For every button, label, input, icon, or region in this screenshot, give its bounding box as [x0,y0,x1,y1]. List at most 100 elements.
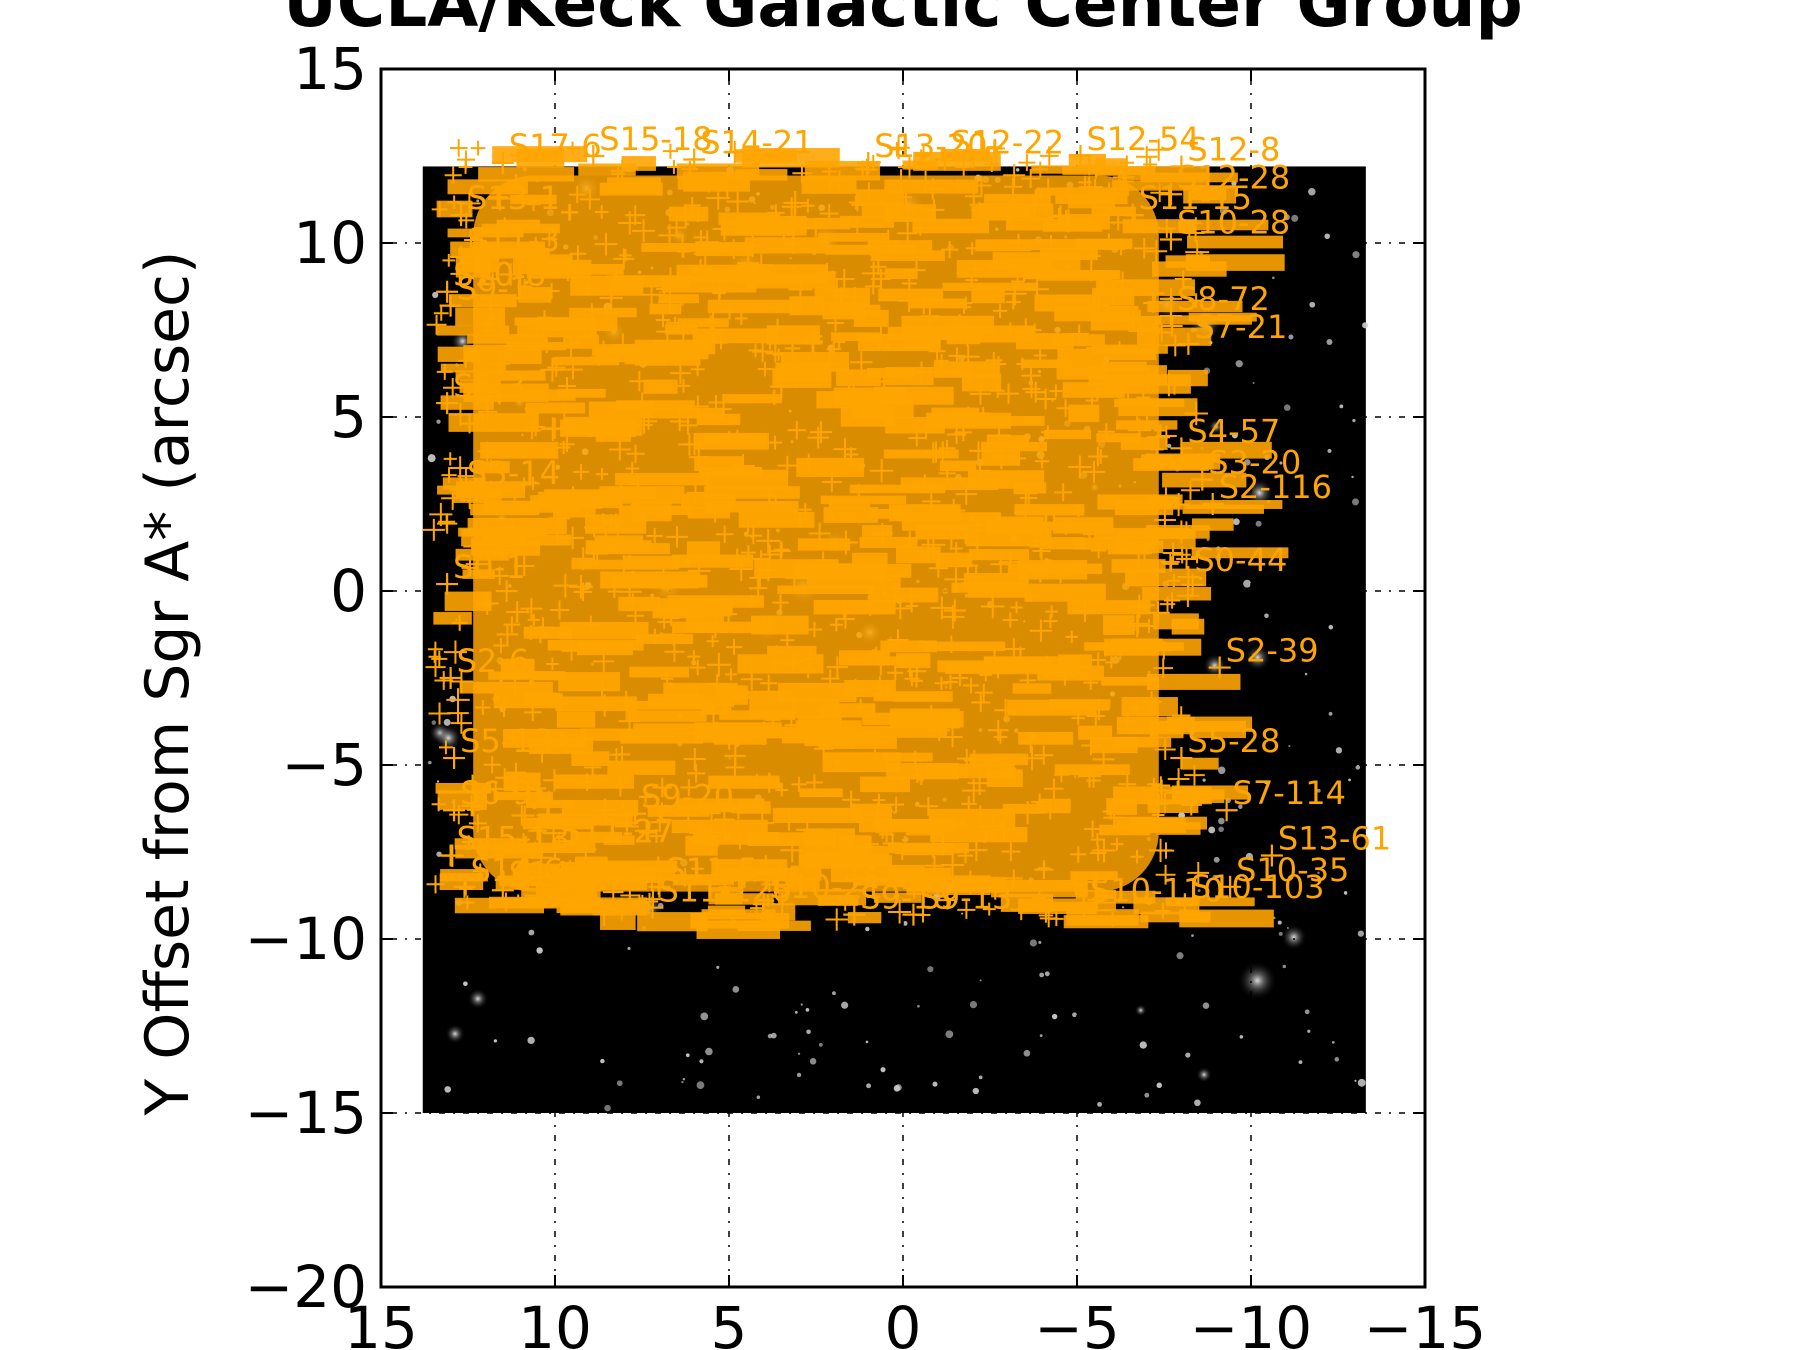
star-label: S9-18 [860,879,953,917]
dense-label-blob [1146,673,1241,690]
dense-label-blob [563,334,599,349]
star-label: S2-6 [457,642,530,680]
dense-label-blob [703,433,768,445]
x-tick-label: −15 [1364,1294,1486,1350]
dense-marker [744,526,763,545]
dense-label-blob [1171,618,1205,635]
dense-label-blob [925,763,1015,779]
dense-label-blob [981,449,1020,466]
star-label: S13-1 [467,179,560,217]
background-star [797,1052,801,1055]
star-label: S12-8 [1187,130,1280,168]
background-star [716,965,720,969]
dense-label-blob [625,729,674,738]
star-marker [582,145,605,167]
dense-marker [443,452,457,466]
dense-label-blob [555,867,634,880]
dense-marker [503,616,521,633]
star-label: S14-21 [700,123,813,161]
dense-marker [486,272,500,286]
dense-marker [433,305,449,321]
background-star [806,1029,811,1035]
dense-marker [541,231,558,247]
background-star [1044,971,1050,977]
background-star [1271,276,1275,280]
dense-label-blob [523,626,573,639]
star-marker [1170,437,1193,460]
dense-label-blob [878,288,944,302]
dense-marker [690,862,704,876]
background-star [841,1001,849,1009]
dense-label-blob [1121,697,1178,717]
dense-label-blob [436,200,473,218]
background-star [1218,817,1225,825]
background-star [681,1080,684,1084]
star-label: S7-21 [1194,308,1287,346]
background-star [1264,780,1268,785]
dense-label-blob [692,328,779,344]
background-star [1191,934,1194,937]
dense-label-blob [861,525,893,537]
dense-label-blob [880,640,937,653]
dense-label-blob [588,401,653,418]
dense-marker [1043,614,1058,629]
dense-marker [456,150,476,169]
dense-marker [706,652,731,677]
background-star [1334,1057,1340,1062]
dense-label-blob [571,751,610,767]
dense-marker [833,437,857,461]
x-tick-label: −10 [1190,1294,1312,1350]
background-star [865,1040,869,1044]
dense-label-blob [1024,583,1106,602]
dense-label-blob [883,449,959,459]
dense-marker [918,796,938,816]
dense-label-blob [1070,871,1118,881]
dense-label-blob [1042,537,1086,550]
star-marker [450,479,473,502]
dense-label-blob [499,875,597,887]
dense-label-blob [1075,889,1117,899]
dense-marker [708,395,724,410]
dense-marker [1090,844,1107,862]
star-marker [1170,155,1193,178]
dense-label-blob [713,735,767,745]
dense-label-blob [703,269,770,278]
star-label: S2-39 [1226,632,1319,670]
dense-label-blob [754,559,839,579]
background-star [969,1000,978,1009]
background-star [1328,624,1334,630]
star-label: S8-72 [1177,280,1270,318]
dense-marker [768,435,783,450]
dense-label-blob [482,534,572,546]
dense-marker [1068,455,1092,479]
dense-label-blob [789,296,824,316]
dense-label-blob [517,863,560,879]
dense-label-blob [686,541,720,562]
dense-label-blob [503,772,541,791]
background-star [1282,964,1286,969]
dense-label-blob [635,634,694,645]
dense-label-blob [571,559,657,570]
background-star [616,1080,623,1087]
dense-marker [941,853,965,877]
dense-marker [493,638,509,654]
dense-marker [468,814,487,833]
dense-label-blob [1115,816,1208,830]
x-tick-label: 15 [344,1294,418,1350]
dense-marker [834,268,855,290]
dense-marker [669,362,692,384]
dense-label-blob [1018,898,1097,914]
dense-label-blob [1090,311,1129,331]
dense-label-blob [724,690,793,700]
dense-marker [1105,656,1118,669]
dense-marker [655,312,671,328]
star-marker [641,896,664,919]
dense-label-blob [738,511,815,528]
dense-label-blob [1180,441,1272,459]
star-marker [439,844,462,867]
dense-label-blob [1113,736,1172,748]
dense-marker [724,668,737,681]
dense-marker [495,580,518,603]
background-star [627,946,631,951]
dense-label-blob [1142,587,1212,601]
